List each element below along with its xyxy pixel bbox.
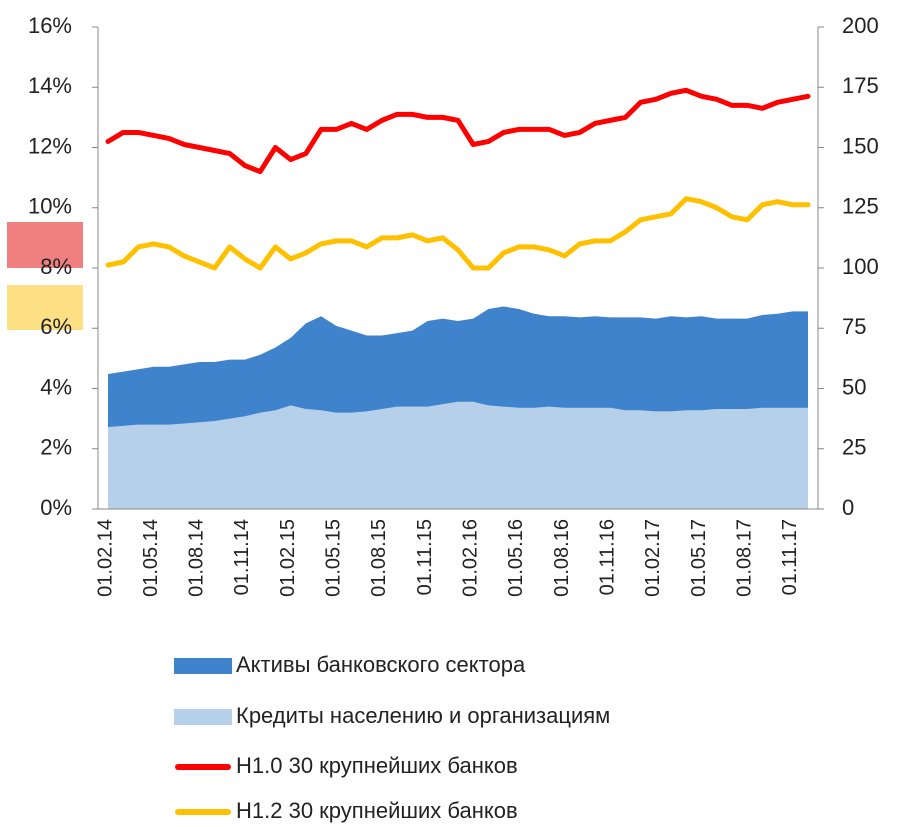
y2-tick-label: 175 <box>842 73 879 98</box>
x-tick-label: 01.11.17 <box>779 519 801 595</box>
legend-swatch <box>174 658 232 674</box>
x-tick-label: 01.11.14 <box>231 519 253 595</box>
y2-tick-label: 150 <box>842 133 879 158</box>
y2-tick-label: 25 <box>842 435 866 460</box>
y2-tick-label: 0 <box>842 495 854 520</box>
y-tick-label: 2% <box>40 435 72 460</box>
x-tick-label: 01.02.14 <box>94 519 116 597</box>
legend-label: Н1.0 30 крупнейших банков <box>236 753 518 778</box>
highlight-box <box>7 222 83 268</box>
area <box>108 401 808 509</box>
legend-label: Кредиты населению и организациям <box>236 703 610 728</box>
highlight-box <box>7 285 83 330</box>
y-tick-label: 4% <box>40 374 72 399</box>
y-tick-label: 14% <box>28 73 72 98</box>
x-tick-label: 01.11.16 <box>596 519 618 595</box>
x-tick-label: 01.08.14 <box>186 519 208 597</box>
legend-label: Активы банковского сектора <box>236 652 526 677</box>
legend-swatch <box>174 709 232 725</box>
y-tick-label: 8% <box>40 254 72 279</box>
x-tick-label: 01.08.16 <box>551 519 573 597</box>
legend-label: Н1.2 30 крупнейших банков <box>236 798 518 823</box>
y2-tick-label: 200 <box>842 13 879 38</box>
x-tick-label: 01.11.15 <box>414 519 436 595</box>
x-tick-label: 01.02.17 <box>642 519 664 597</box>
x-tick-label: 01.05.14 <box>140 519 162 597</box>
x-tick-label: 01.05.15 <box>323 519 345 597</box>
y-tick-label: 0% <box>40 495 72 520</box>
y2-tick-label: 75 <box>842 314 866 339</box>
y-tick-label: 6% <box>40 314 72 339</box>
y2-tick-label: 125 <box>842 194 879 219</box>
y2-tick-label: 100 <box>842 254 879 279</box>
y-tick-label: 16% <box>28 13 72 38</box>
y-tick-label: 10% <box>28 194 72 219</box>
x-tick-label: 01.08.17 <box>733 519 755 597</box>
x-tick-label: 01.02.16 <box>459 519 481 597</box>
x-tick-label: 01.02.15 <box>277 519 299 597</box>
x-tick-label: 01.08.15 <box>368 519 390 597</box>
line <box>105 87 811 175</box>
x-tick-label: 01.05.16 <box>505 519 527 597</box>
line <box>105 196 811 271</box>
y-tick-label: 12% <box>28 133 72 158</box>
y2-tick-label: 50 <box>842 374 866 399</box>
x-tick-label: 01.05.17 <box>688 519 710 597</box>
